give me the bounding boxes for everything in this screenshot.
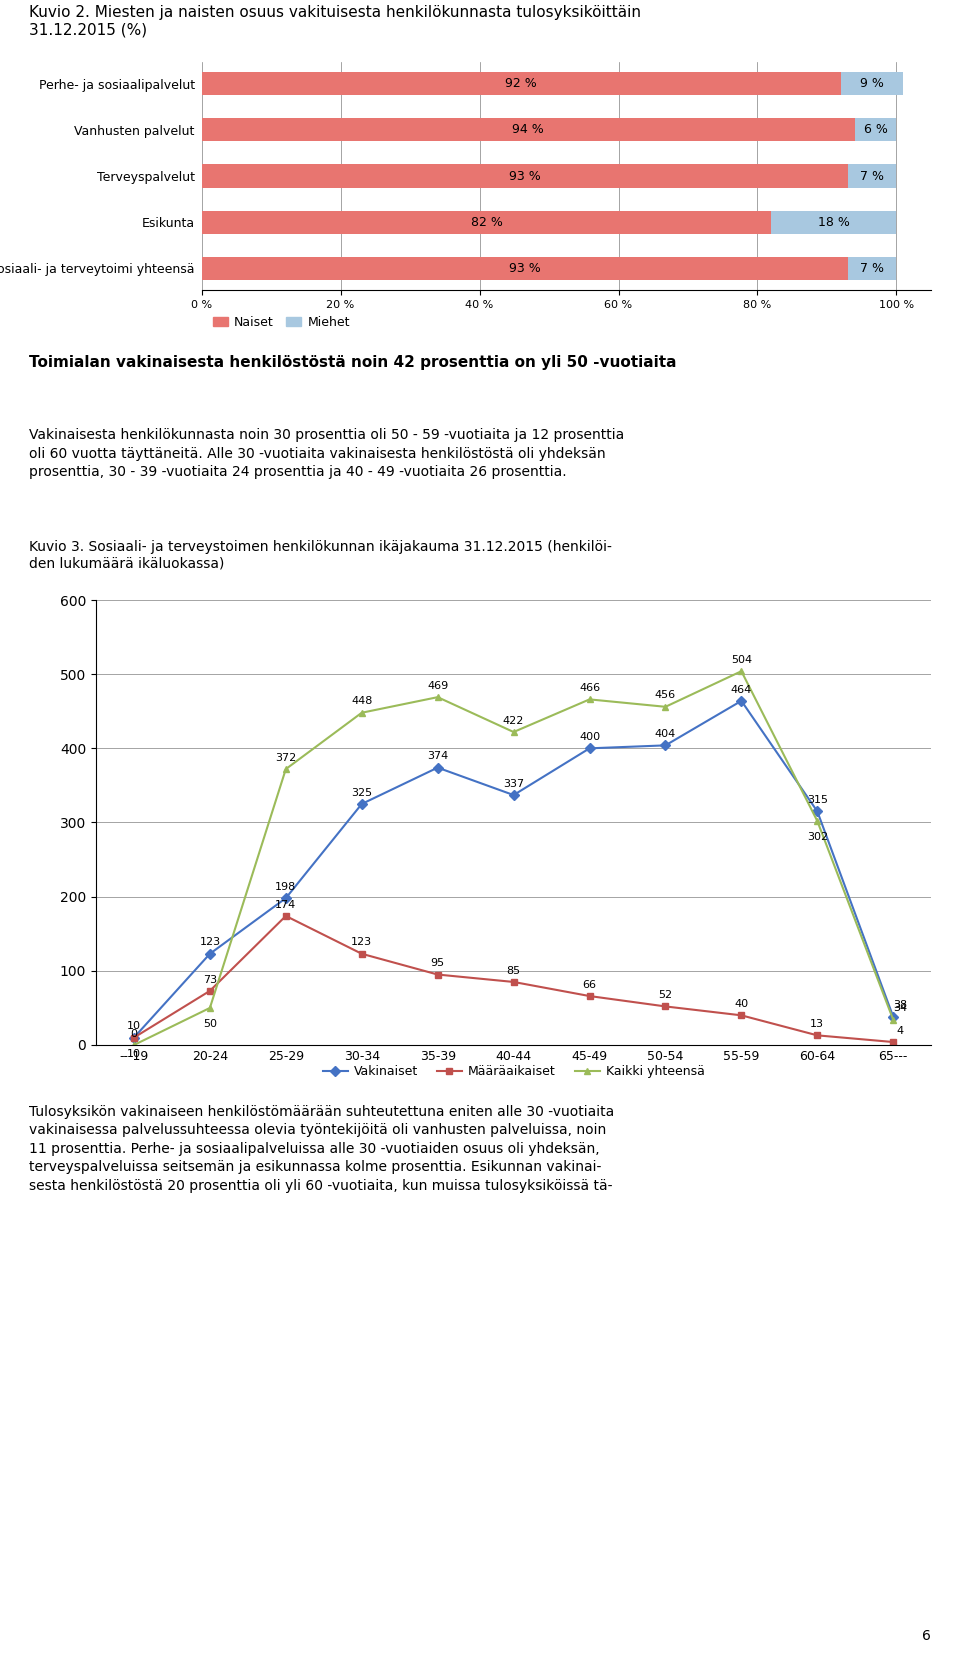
Text: 10: 10 <box>127 1021 141 1031</box>
Bar <box>848 257 897 279</box>
Määräaikaiset <box>811 1026 823 1046</box>
Vakinaiset <box>129 1028 140 1047</box>
Text: Vakinaisesta henkilökunnasta noin 30 prosenttia oli 50 - 59 -vuotiaita ja 12 pro: Vakinaisesta henkilökunnasta noin 30 pro… <box>29 428 624 480</box>
Text: 40: 40 <box>734 999 749 1009</box>
Kaikki yhteensä <box>204 998 216 1018</box>
Bar <box>202 211 772 234</box>
Vakinaiset <box>887 1008 899 1028</box>
Kaikki yhteensä <box>356 702 368 722</box>
Text: 10: 10 <box>127 1049 141 1059</box>
Text: 66: 66 <box>583 979 596 989</box>
Text: 123: 123 <box>351 938 372 948</box>
Text: 9 %: 9 % <box>860 78 884 90</box>
Kaikki yhteensä <box>129 1036 140 1056</box>
Text: 302: 302 <box>806 832 828 843</box>
Vakinaiset <box>356 793 368 813</box>
Text: 374: 374 <box>427 752 448 762</box>
Kaikki yhteensä <box>432 687 444 707</box>
Text: 50: 50 <box>203 1019 217 1029</box>
Kaikki yhteensä <box>660 697 671 717</box>
Text: 315: 315 <box>806 795 828 805</box>
Kaikki yhteensä <box>735 661 747 681</box>
Text: 92 %: 92 % <box>505 78 537 90</box>
Vakinaiset <box>204 945 216 964</box>
Text: 0: 0 <box>131 1029 137 1039</box>
Text: 85: 85 <box>507 966 520 976</box>
Vakinaiset <box>432 757 444 777</box>
Text: 18 %: 18 % <box>818 216 850 229</box>
Text: 325: 325 <box>351 787 372 797</box>
Text: 82 %: 82 % <box>470 216 502 229</box>
Text: 7 %: 7 % <box>860 169 884 183</box>
Text: 464: 464 <box>731 684 752 694</box>
Text: 6: 6 <box>923 1630 931 1643</box>
Text: 93 %: 93 % <box>509 169 540 183</box>
Legend: Naiset, Miehet: Naiset, Miehet <box>208 310 355 334</box>
Määräaikaiset <box>204 981 216 1001</box>
Text: 504: 504 <box>731 654 752 666</box>
Text: 6 %: 6 % <box>864 123 888 136</box>
Text: 372: 372 <box>276 752 297 762</box>
Vakinaiset <box>811 802 823 822</box>
Text: 4: 4 <box>897 1026 903 1036</box>
Määräaikaiset <box>508 973 519 993</box>
Text: 52: 52 <box>659 989 673 999</box>
Text: 94 %: 94 % <box>513 123 544 136</box>
Text: 174: 174 <box>276 900 297 910</box>
Määräaikaiset <box>280 906 292 926</box>
Kaikki yhteensä <box>584 689 595 709</box>
Vakinaiset <box>280 888 292 908</box>
Määräaikaiset <box>356 945 368 964</box>
Kaikki yhteensä <box>280 759 292 779</box>
Text: 123: 123 <box>200 938 221 948</box>
Text: 422: 422 <box>503 715 524 725</box>
Text: 7 %: 7 % <box>860 262 884 274</box>
Line: Määräaikaiset: Määräaikaiset <box>131 913 897 1046</box>
Text: Toimialan vakinaisesta henkilöstöstä noin 42 prosenttia on yli 50 -vuotiaita: Toimialan vakinaisesta henkilöstöstä noi… <box>29 355 676 370</box>
Text: 404: 404 <box>655 729 676 739</box>
Text: 73: 73 <box>203 974 217 984</box>
Vakinaiset <box>735 691 747 710</box>
Bar <box>202 164 848 188</box>
Text: 456: 456 <box>655 691 676 701</box>
Text: 38: 38 <box>893 1001 907 1011</box>
Bar <box>772 211 897 234</box>
Text: 469: 469 <box>427 681 448 691</box>
Line: Vakinaiset: Vakinaiset <box>131 697 897 1041</box>
Text: 337: 337 <box>503 779 524 788</box>
Kaikki yhteensä <box>811 812 823 832</box>
Line: Kaikki yhteensä: Kaikki yhteensä <box>131 667 897 1049</box>
Määräaikaiset <box>887 1033 899 1052</box>
Vakinaiset <box>584 739 595 759</box>
Text: Kuvio 2. Miesten ja naisten osuus vakituisesta henkilökunnasta tulosyksiköittäin: Kuvio 2. Miesten ja naisten osuus vakitu… <box>29 5 641 38</box>
Bar <box>854 118 897 141</box>
Bar <box>202 73 841 95</box>
Määräaikaiset <box>735 1006 747 1026</box>
Text: Tulosyksikön vakinaiseen henkilöstömäärään suhteutettuna eniten alle 30 -vuotiai: Tulosyksikön vakinaiseen henkilöstömäärä… <box>29 1106 614 1192</box>
Määräaikaiset <box>584 986 595 1006</box>
Vakinaiset <box>508 785 519 805</box>
Text: 34: 34 <box>893 1003 907 1014</box>
Text: Kuvio 3. Sosiaali- ja terveystoimen henkilökunnan ikäjakauma 31.12.2015 (henkilö: Kuvio 3. Sosiaali- ja terveystoimen henk… <box>29 540 612 569</box>
Kaikki yhteensä <box>508 722 519 742</box>
Bar <box>202 118 854 141</box>
Text: 198: 198 <box>276 881 297 891</box>
Bar <box>841 73 903 95</box>
Text: 400: 400 <box>579 732 600 742</box>
Määräaikaiset <box>129 1028 140 1047</box>
Legend: Vakinaiset, Määräaikaiset, Kaikki yhteensä: Vakinaiset, Määräaikaiset, Kaikki yhteen… <box>318 1061 709 1084</box>
Bar <box>848 164 897 188</box>
Kaikki yhteensä <box>887 1009 899 1029</box>
Bar <box>202 257 848 279</box>
Text: 448: 448 <box>351 697 372 707</box>
Text: 95: 95 <box>431 958 444 968</box>
Text: 13: 13 <box>810 1019 825 1029</box>
Text: 93 %: 93 % <box>509 262 540 274</box>
Määräaikaiset <box>432 964 444 984</box>
Text: 466: 466 <box>579 682 600 694</box>
Vakinaiset <box>660 735 671 755</box>
Määräaikaiset <box>660 996 671 1016</box>
